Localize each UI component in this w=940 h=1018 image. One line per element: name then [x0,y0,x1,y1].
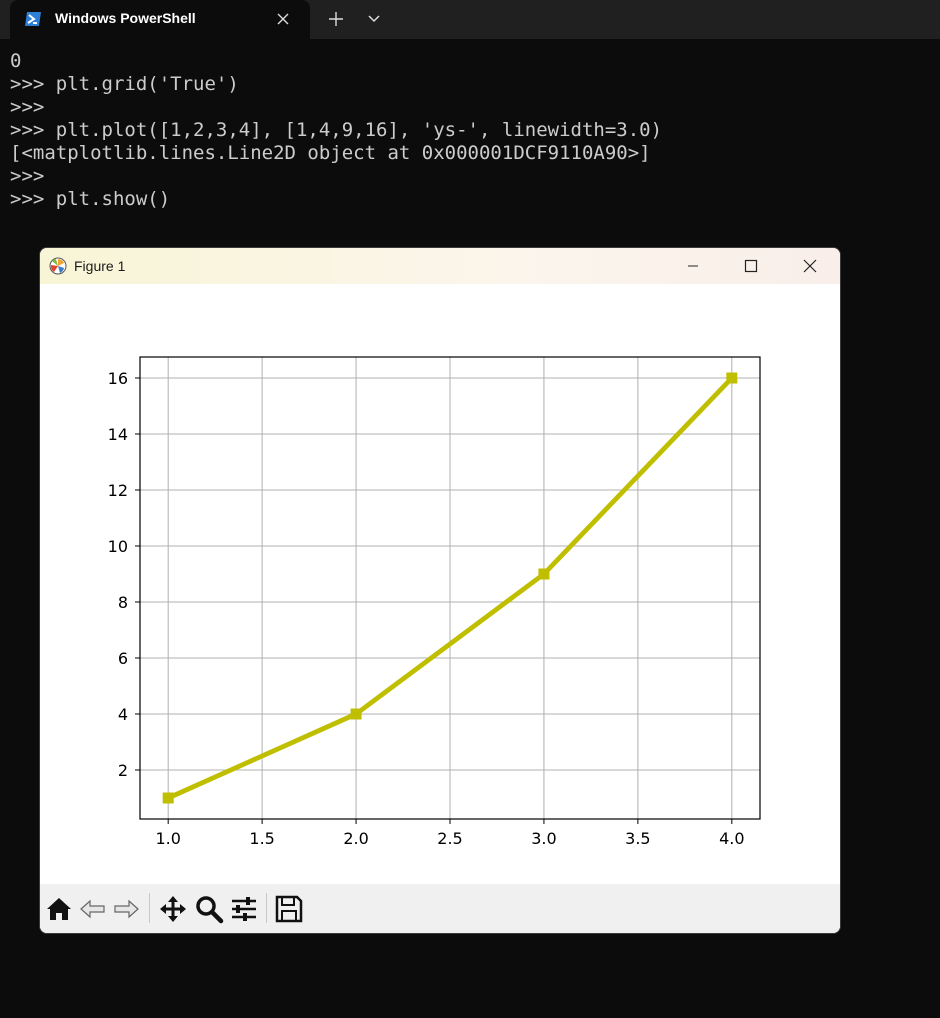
save-icon[interactable] [274,894,304,924]
y-tick-label: 6 [118,649,128,668]
figure-window: Figure 1 1.0 1.5 2.0 2.5 3.0 3.5 4.0 2 4 6 8 10 12 14… [40,248,840,933]
terminal-line: >>> plt.plot([1,2,3,4], [1,4,9,16], 'ys-… [10,119,663,141]
x-tick-label: 4.0 [719,829,744,848]
terminal-line: [<matplotlib.lines.Line2D object at 0x00… [10,142,651,164]
tab-title: Windows PowerShell [55,10,196,26]
x-tick-label: 3.5 [625,829,650,848]
pan-icon[interactable] [158,894,188,924]
axes-frame [139,356,761,820]
y-tick-label: 16 [108,369,128,388]
figure-title: Figure 1 [74,258,126,274]
matplotlib-icon [49,257,67,275]
data-point-marker [162,792,174,804]
x-tick-label: 3.0 [531,829,556,848]
terminal-line: >>> [10,165,45,187]
y-tick-label: 10 [108,537,128,556]
x-tick-label: 1.5 [249,829,274,848]
y-tick-label: 12 [108,481,128,500]
new-tab-plus-icon[interactable] [328,11,344,27]
tab-windows-powershell[interactable]: Windows PowerShell [10,0,310,39]
navigation-toolbar [40,884,840,933]
terminal-line: 0 [10,50,22,72]
terminal-output[interactable]: 0 >>> plt.grid('True') >>> >>> plt.plot([1,… [10,50,662,211]
data-point-marker [538,568,550,580]
minimize-icon[interactable] [685,258,701,274]
maximize-icon[interactable] [743,258,759,274]
forward-icon[interactable] [111,894,141,924]
data-point-marker [726,372,738,384]
toolbar-separator [266,893,267,923]
y-tick-label: 8 [118,593,128,612]
terminal-line: >>> plt.grid('True') [10,73,239,95]
chevron-down-icon[interactable] [368,14,380,24]
x-tick-label: 2.0 [343,829,368,848]
y-tick-label: 4 [118,705,128,724]
terminal-line: >>> plt.show() [10,188,171,210]
configure-subplots-icon[interactable] [229,894,259,924]
back-icon[interactable] [78,894,108,924]
figure-title-bar[interactable]: Figure 1 [40,248,840,284]
toolbar-separator [149,893,150,923]
terminal-tab-bar: Windows PowerShell [0,0,940,39]
data-point-marker [350,708,362,720]
x-tick-label: 2.5 [437,829,462,848]
plot-canvas[interactable]: 1.0 1.5 2.0 2.5 3.0 3.5 4.0 2 4 6 8 10 12 14 16 [40,284,840,884]
close-icon[interactable] [802,258,818,274]
home-icon[interactable] [44,894,74,924]
series-line [167,376,734,801]
tab-close-icon[interactable] [276,12,290,26]
terminal-line: >>> [10,96,45,118]
y-tick-label: 2 [118,761,128,780]
y-tick-label: 14 [108,425,128,444]
powershell-icon [25,12,41,26]
x-tick-label: 1.0 [155,829,180,848]
zoom-icon[interactable] [194,894,224,924]
